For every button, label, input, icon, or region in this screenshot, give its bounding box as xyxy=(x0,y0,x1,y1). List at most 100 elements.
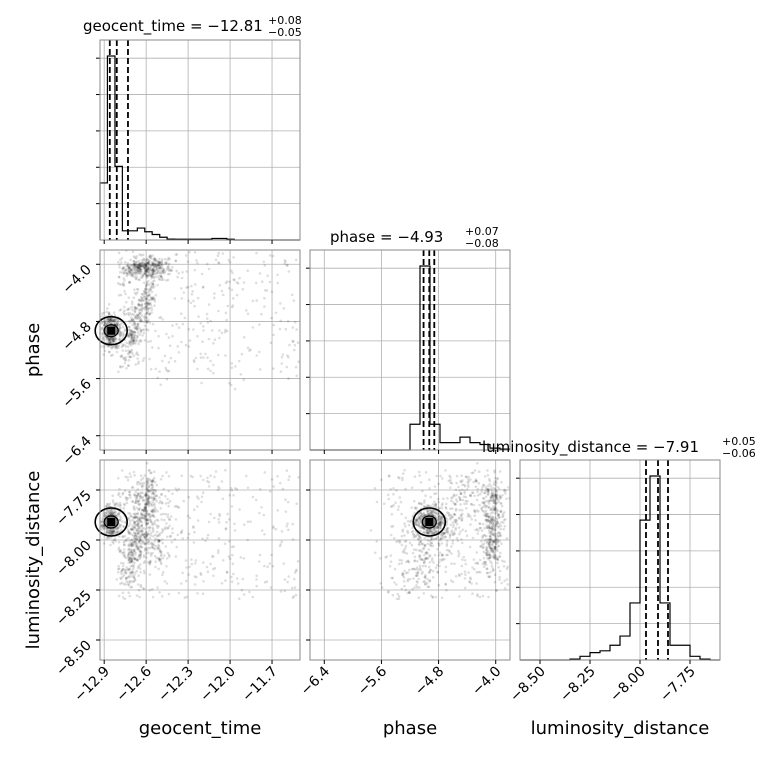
sample-point xyxy=(263,305,266,308)
sample-point xyxy=(110,513,113,516)
sample-point xyxy=(105,502,109,506)
sample-point xyxy=(106,530,109,533)
sample-point xyxy=(240,588,244,592)
sample-point xyxy=(122,305,126,309)
sample-point xyxy=(146,274,149,277)
sample-point xyxy=(159,263,163,267)
sample-point xyxy=(126,263,130,267)
sample-point xyxy=(246,520,250,523)
sample-point xyxy=(155,546,159,549)
sample-point xyxy=(486,474,490,477)
sample-point xyxy=(130,558,134,561)
sample-point xyxy=(127,531,131,535)
sample-point xyxy=(145,534,149,538)
sample-point xyxy=(186,260,190,264)
sample-point xyxy=(131,271,134,275)
sample-point xyxy=(157,271,160,275)
sample-point xyxy=(481,505,485,509)
sample-point xyxy=(168,257,171,261)
sample-point xyxy=(102,311,106,315)
sample-point xyxy=(121,343,125,346)
sample-point xyxy=(406,529,409,533)
sample-point xyxy=(452,493,456,497)
sample-point xyxy=(130,300,134,304)
sample-point xyxy=(150,503,154,506)
sample-point xyxy=(134,316,137,319)
sample-point xyxy=(132,470,136,474)
title-luminosity-distance: luminosity_distance = −7.91 xyxy=(482,438,699,457)
sample-point xyxy=(293,571,297,574)
sample-point xyxy=(156,526,159,529)
sample-point xyxy=(185,286,188,289)
sample-point xyxy=(221,497,225,501)
sample-point xyxy=(119,332,122,336)
sample-point xyxy=(129,519,132,523)
sample-point xyxy=(151,286,155,290)
sample-point xyxy=(431,503,435,506)
sample-point xyxy=(156,538,159,542)
sample-point xyxy=(130,269,133,273)
sample-point xyxy=(123,569,127,572)
sample-point xyxy=(401,472,405,475)
sample-point xyxy=(167,489,171,493)
sample-point xyxy=(125,300,128,304)
sample-point xyxy=(140,267,144,271)
sample-point xyxy=(392,503,395,507)
sample-point xyxy=(177,487,181,491)
sample-point xyxy=(162,570,165,574)
sample-point xyxy=(171,324,174,327)
sample-point xyxy=(422,501,426,504)
sample-point xyxy=(281,353,285,356)
sample-point xyxy=(134,271,138,275)
sample-point xyxy=(199,352,202,356)
sample-point xyxy=(209,512,212,516)
sample-point xyxy=(107,320,111,323)
sample-point xyxy=(497,565,500,569)
sample-point xyxy=(151,504,154,508)
sample-point xyxy=(131,317,134,321)
sample-point xyxy=(117,337,121,341)
sample-point xyxy=(152,271,155,275)
sample-point xyxy=(107,317,110,320)
sample-point xyxy=(118,515,122,518)
sample-point xyxy=(160,262,164,266)
sample-point xyxy=(100,528,104,531)
sample-point xyxy=(140,534,144,537)
sample-point xyxy=(230,362,234,365)
sample-point xyxy=(114,345,118,348)
sample-point xyxy=(135,268,138,272)
sample-point xyxy=(157,538,160,542)
sample-point xyxy=(120,581,124,585)
sample-point xyxy=(465,507,468,510)
sample-point xyxy=(158,257,161,261)
sample-point xyxy=(124,358,128,362)
sample-point xyxy=(123,356,126,360)
sample-point xyxy=(130,274,133,278)
sample-point xyxy=(110,340,114,344)
sample-point xyxy=(165,535,169,539)
sample-point xyxy=(153,269,156,273)
sample-point xyxy=(121,271,124,274)
sample-point xyxy=(159,507,163,510)
sample-point xyxy=(213,292,216,295)
sample-point xyxy=(221,252,225,255)
sample-point xyxy=(158,539,161,543)
sample-point xyxy=(127,267,130,270)
sample-point xyxy=(403,569,406,573)
sample-point xyxy=(130,542,134,546)
sample-point xyxy=(111,512,114,515)
sample-point xyxy=(458,574,461,578)
sample-point xyxy=(140,516,144,520)
sample-point xyxy=(135,524,138,527)
sample-point xyxy=(132,556,136,560)
sample-point xyxy=(150,276,153,280)
sample-point xyxy=(142,289,146,293)
peak-marker xyxy=(107,326,116,335)
sample-point xyxy=(217,261,220,264)
sample-point xyxy=(153,257,157,260)
sample-point xyxy=(296,341,300,345)
sample-point xyxy=(145,493,148,497)
sample-point xyxy=(145,556,148,559)
sample-point xyxy=(130,305,133,309)
sample-point xyxy=(118,324,121,327)
